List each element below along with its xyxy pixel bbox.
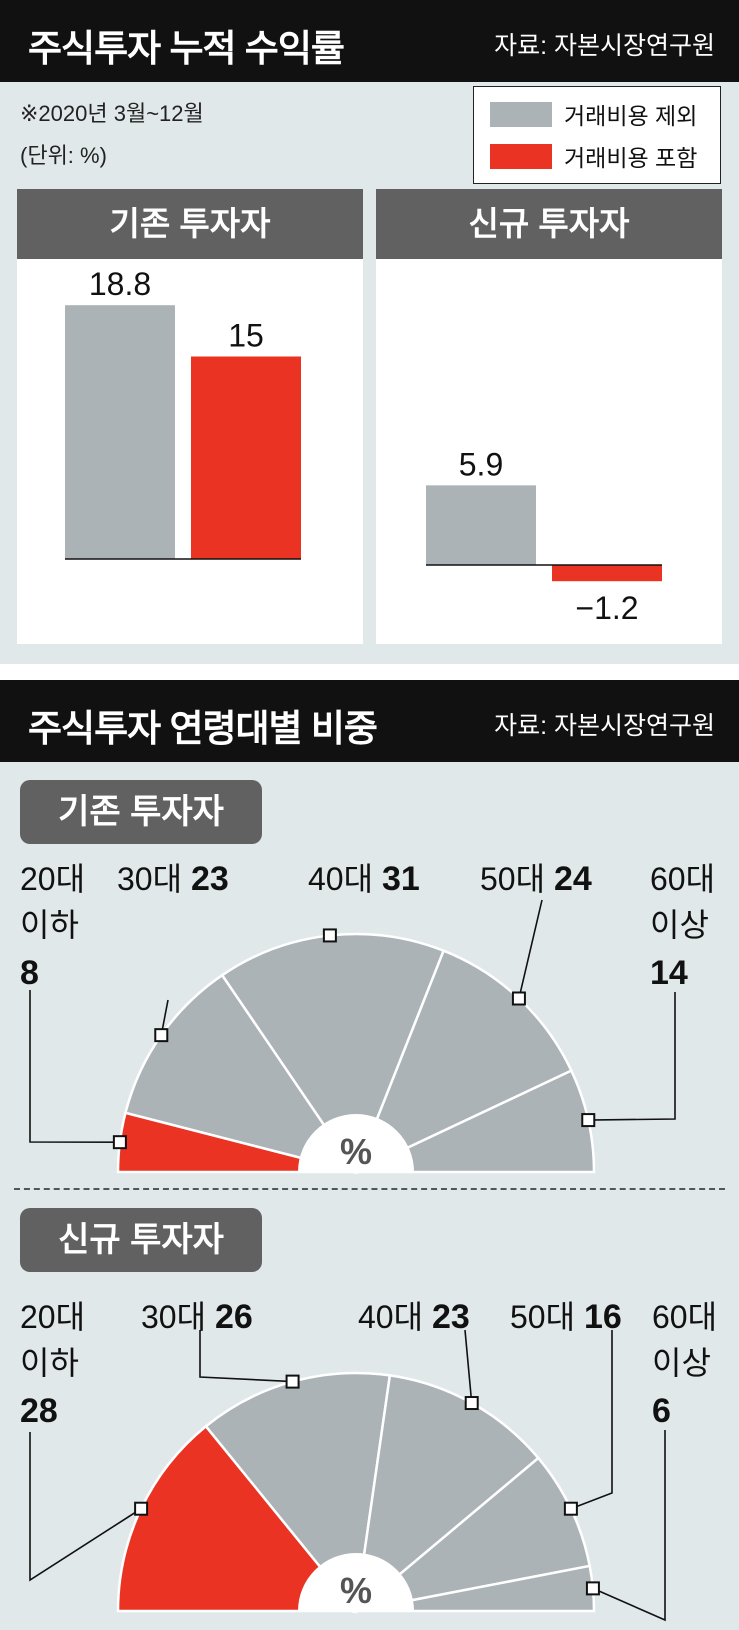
- gauge-leader-2: [464, 1329, 473, 1404]
- legend: 거래비용 제외 거래비용 포함: [473, 86, 721, 184]
- bar-label-0: 5.9: [459, 446, 503, 482]
- bar-0: [426, 485, 536, 565]
- gauge-marker-2: [464, 1396, 479, 1411]
- returns-source: 자료: 자본시장연구원: [494, 32, 715, 60]
- returns-title: 주식투자 누적 수익률: [28, 28, 345, 69]
- gauge-label-3: 50대 16: [510, 1298, 622, 1336]
- bar-label-1: 15: [228, 318, 264, 354]
- gauge-marker-1: [154, 1028, 169, 1043]
- period-note: ※2020년 3월~12월: [20, 101, 204, 126]
- gauge-label-2: 40대 23: [358, 1298, 470, 1336]
- gauge-label-1: 30대 26: [141, 1298, 253, 1336]
- bar-panel-new: 신규 투자자 5.9 −1.2: [376, 189, 722, 644]
- gauge-marker-4: [581, 1113, 596, 1128]
- gauge-center: [298, 1553, 414, 1611]
- bar-1: [191, 356, 301, 559]
- section-gap: [0, 664, 739, 680]
- bar-chart-existing: 18.8 15: [65, 266, 301, 560]
- age-header: 주식투자 연령대별 비중 자료: 자본시장연구원: [0, 680, 739, 762]
- legend-label-included: 거래비용 포함: [564, 145, 698, 171]
- bar-label-0: 18.8: [89, 266, 151, 302]
- gauge-leader-0: [29, 990, 120, 1143]
- gauge-label-0: 20대 이하 8: [20, 861, 85, 992]
- gauge-marker-3: [511, 991, 526, 1006]
- gauge-leader-1: [199, 1330, 293, 1383]
- gauge-leader-4: [592, 1430, 666, 1622]
- gauge-marker-0: [112, 1135, 127, 1150]
- gauge-new-title: 신규 투자자: [20, 1208, 262, 1272]
- gauge-leader-4: [588, 992, 676, 1121]
- bar-panel-existing: 기존 투자자 18.8 15: [17, 189, 363, 644]
- gauge-unit-label: %: [340, 1570, 372, 1611]
- gauge-label-2: 40대 31: [308, 860, 420, 898]
- gauge-label-0: 20대 이하 28: [20, 1299, 85, 1430]
- bar-0: [65, 305, 175, 559]
- gauge-leader-3: [518, 899, 543, 999]
- age-title: 주식투자 연령대별 비중: [28, 708, 378, 749]
- legend-swatch-included: [490, 144, 552, 169]
- gauge-label-1: 30대 23: [117, 860, 229, 898]
- age-source: 자료: 자본시장연구원: [494, 712, 715, 740]
- gauge-label-3: 50대 24: [480, 860, 592, 898]
- legend-label-excluded: 거래비용 제외: [564, 103, 698, 129]
- gauge-unit-label: %: [340, 1131, 372, 1172]
- bar-panel-new-title: 신규 투자자: [376, 189, 722, 259]
- gauge-marker-3: [563, 1501, 578, 1516]
- gauge-label-4: 60대 이상 14: [650, 861, 715, 992]
- gauge-label-4: 60대 이상 6: [652, 1299, 717, 1430]
- bar-label-1: −1.2: [575, 590, 638, 626]
- bar-chart-new: 5.9 −1.2: [426, 446, 662, 626]
- legend-swatch-excluded: [490, 102, 552, 127]
- gauge-marker-1: [285, 1374, 300, 1389]
- bar-panel-existing-title: 기존 투자자: [17, 189, 363, 259]
- gauge-marker-0: [134, 1501, 149, 1516]
- gauge-leader-3: [570, 1330, 613, 1510]
- unit-note: (단위: %): [20, 143, 107, 168]
- gauge-center: [298, 1114, 414, 1172]
- gauge-marker-2: [322, 928, 337, 943]
- bar-1: [552, 565, 662, 582]
- gauge-leader-0: [29, 1432, 142, 1582]
- gauge-marker-4: [585, 1581, 600, 1596]
- dashed-divider: [14, 1188, 725, 1190]
- gauge-existing-title: 기존 투자자: [20, 780, 262, 844]
- returns-header: 주식투자 누적 수익률 자료: 자본시장연구원: [0, 0, 739, 82]
